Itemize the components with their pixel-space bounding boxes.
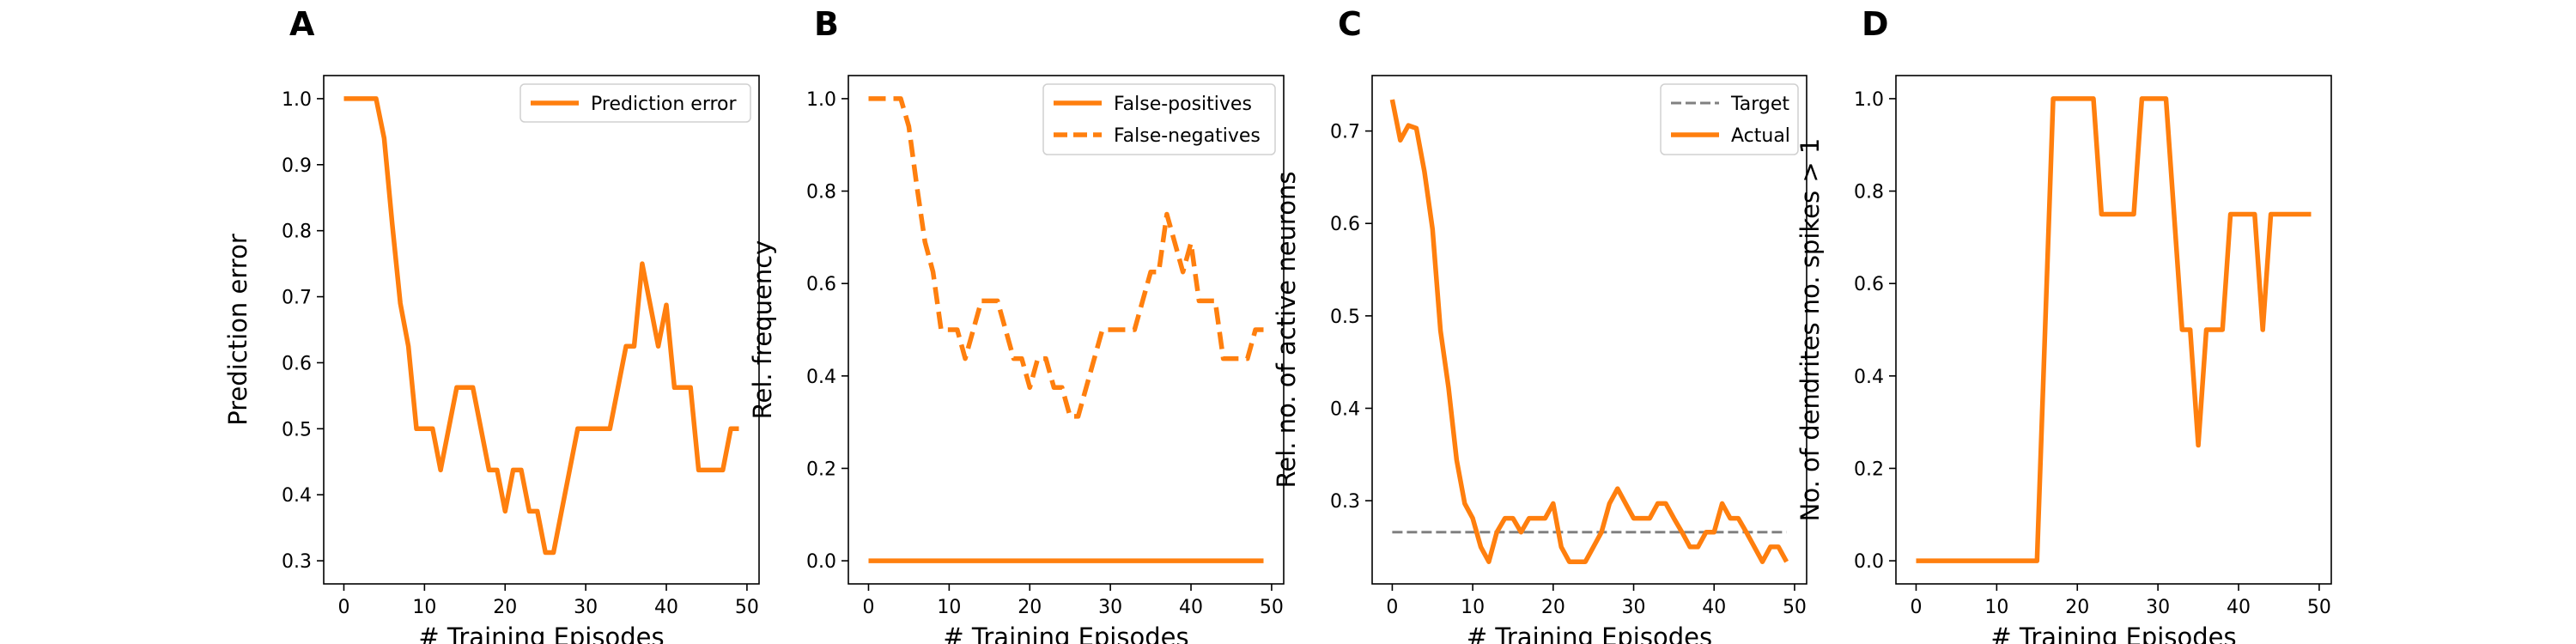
y-tick-label: 0.7 <box>282 288 312 309</box>
x-tick-label: 50 <box>1783 597 1807 618</box>
y-tick-label: 1.0 <box>1854 89 1884 111</box>
x-tick-label: 40 <box>1179 597 1203 618</box>
x-tick-label: 30 <box>2146 597 2170 618</box>
y-tick-label: 0.5 <box>282 419 312 440</box>
panel-letter: B <box>814 5 839 43</box>
x-tick-label: 50 <box>2307 597 2331 618</box>
x-axis-label: # Training Episodes <box>1467 623 1712 644</box>
legend: Prediction error <box>519 83 751 123</box>
y-tick-label: 0.3 <box>282 551 312 573</box>
y-tick-label: 1.0 <box>806 89 836 111</box>
series-line-main <box>1916 96 2312 563</box>
y-tick-label: 0.0 <box>1854 551 1884 573</box>
x-tick-label: 20 <box>493 597 517 618</box>
y-tick-label: 0.4 <box>1330 398 1360 420</box>
x-tick-label: 20 <box>2065 597 2089 618</box>
legend-label: False-positives <box>1114 94 1252 115</box>
legend-label: False-negatives <box>1114 125 1261 147</box>
legend: False-positives False-negatives <box>1042 83 1276 155</box>
legend: Target Actual <box>1660 83 1799 155</box>
x-axis-label: # Training Episodes <box>1990 623 2236 644</box>
plot-area <box>343 96 739 556</box>
y-tick-label: 0.6 <box>1854 274 1884 295</box>
y-tick-label: 0.4 <box>282 485 312 507</box>
x-tick-label: 50 <box>1260 597 1284 618</box>
axes-frame <box>1371 75 1807 585</box>
y-axis-label: Prediction error <box>223 234 252 426</box>
x-tick-label: 0 <box>862 597 874 618</box>
y-tick-label: 0.9 <box>282 155 312 177</box>
panel-letter: A <box>289 5 315 43</box>
y-tick-label: 0.6 <box>282 353 312 374</box>
panel-letter: D <box>1862 5 1889 43</box>
x-axis-label: # Training Episodes <box>943 623 1188 644</box>
panel-c: C 0 10 20 30 40 50 0.3 0.4 0.5 0.6 0.7 # Training Ep… <box>1272 5 1807 644</box>
axes-frame <box>323 75 760 585</box>
x-tick-label: 10 <box>412 597 436 618</box>
axes-frame <box>1895 75 2332 585</box>
series-line-false-negatives <box>868 96 1264 419</box>
panel-d: D 0 10 20 30 40 50 0.0 0.2 0.4 0.6 0.8 1.0 # Training… <box>1795 5 2332 644</box>
plot-area <box>1389 99 1789 564</box>
x-tick-label: 0 <box>1910 597 1922 618</box>
x-tick-label: 40 <box>2227 597 2251 618</box>
x-tick-label: 20 <box>1541 597 1565 618</box>
panel-a: A 0 10 20 30 40 50 0.3 0.4 0.5 0.6 0.7 0.8 0.9 1.0 # Tr… <box>223 5 760 644</box>
y-tick-label: 0.6 <box>1330 214 1360 235</box>
panel-letter: C <box>1338 5 1362 43</box>
y-tick-label: 0.8 <box>806 182 836 204</box>
y-tick-label: 0.2 <box>806 459 836 480</box>
panel-b: B 0 10 20 30 40 50 0.0 0.2 0.4 0.6 0.8 1.0 # Training… <box>748 5 1285 644</box>
x-axis-label: # Training Episodes <box>418 623 664 644</box>
legend-label: Prediction error <box>591 94 737 115</box>
y-tick-label: 0.7 <box>1330 122 1360 143</box>
x-tick-label: 0 <box>1386 597 1398 618</box>
x-tick-label: 10 <box>1461 597 1485 618</box>
x-tick-label: 30 <box>1098 597 1122 618</box>
series-line-prediction-error <box>343 96 739 556</box>
y-tick-label: 0.4 <box>806 367 836 388</box>
y-tick-label: 0.5 <box>1330 307 1360 328</box>
legend-label: Actual <box>1731 125 1790 147</box>
y-axis-label: No. of dendrites no. spikes > 1 <box>1795 138 1825 522</box>
y-axis-label: Rel. frequency <box>748 240 777 420</box>
x-tick-label: 40 <box>654 597 678 618</box>
plot-area <box>868 96 1264 563</box>
plot-area <box>1916 96 2312 563</box>
y-tick-label: 0.8 <box>282 222 312 243</box>
x-tick-label: 20 <box>1018 597 1042 618</box>
y-tick-label: 0.3 <box>1330 491 1360 513</box>
y-tick-label: 1.0 <box>282 89 312 111</box>
y-tick-label: 0.8 <box>1854 182 1884 204</box>
x-tick-label: 10 <box>937 597 961 618</box>
legend-box <box>519 83 751 123</box>
legend-label: Target <box>1730 94 1789 115</box>
axes-frame <box>848 75 1285 585</box>
y-tick-label: 0.6 <box>806 274 836 295</box>
x-tick-label: 10 <box>1984 597 2008 618</box>
series-line-actual <box>1389 99 1789 564</box>
y-tick-label: 0.0 <box>806 551 836 573</box>
x-tick-label: 30 <box>1622 597 1646 618</box>
y-axis-label: Rel. no. of active neurons <box>1272 172 1301 489</box>
y-tick-label: 0.2 <box>1854 459 1884 480</box>
x-tick-label: 30 <box>574 597 598 618</box>
x-tick-label: 40 <box>1702 597 1726 618</box>
y-tick-label: 0.4 <box>1854 367 1884 388</box>
x-tick-label: 0 <box>337 597 349 618</box>
x-tick-label: 50 <box>735 597 759 618</box>
